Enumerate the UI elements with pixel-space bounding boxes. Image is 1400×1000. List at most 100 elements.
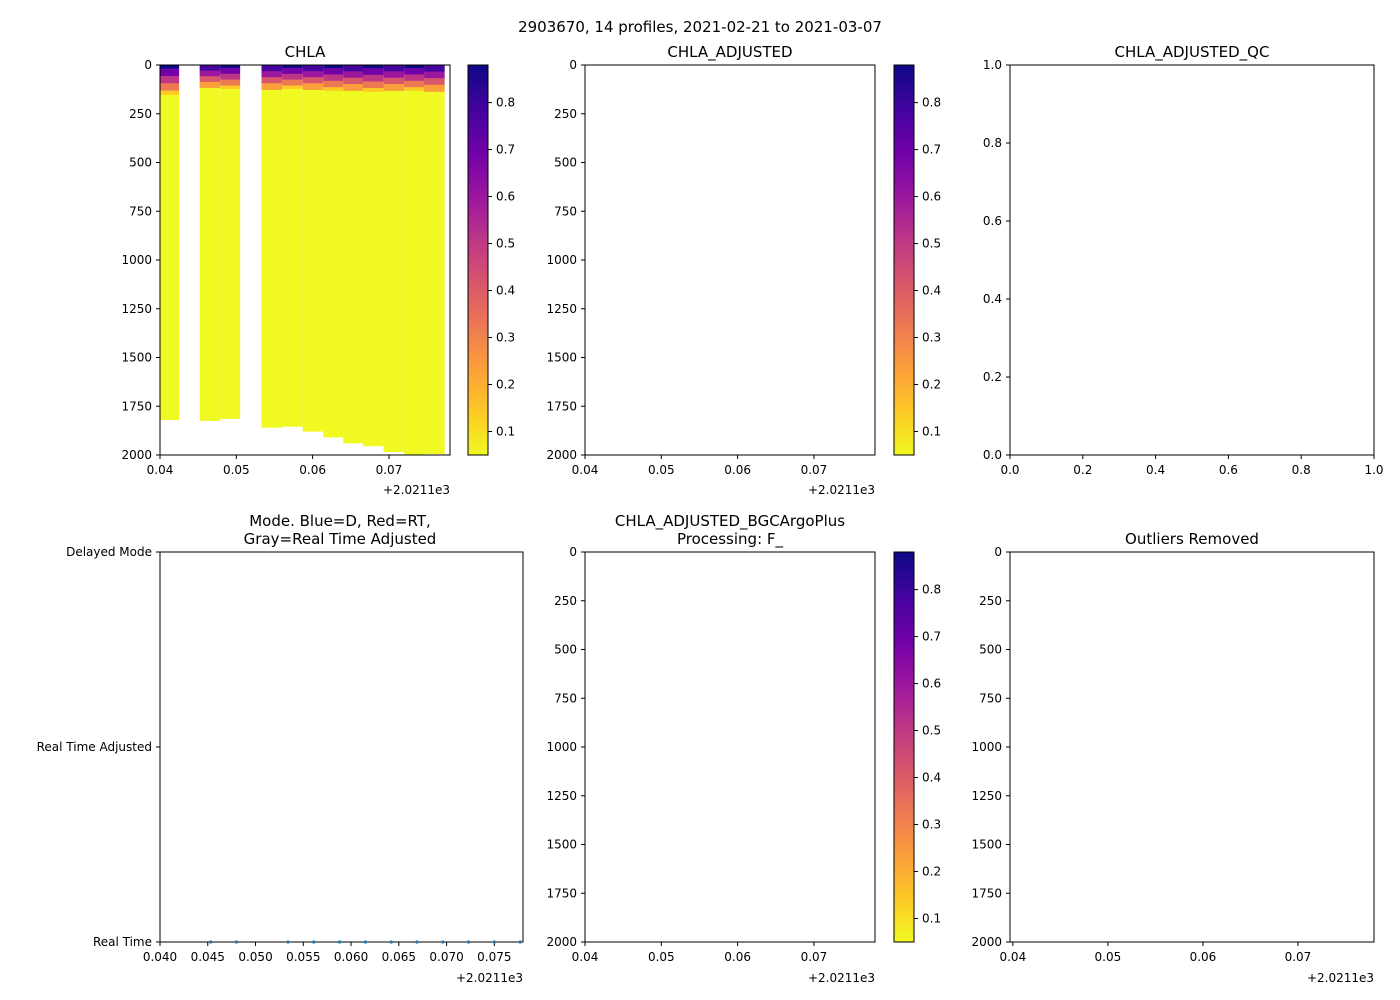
profile-surface-band xyxy=(424,81,445,86)
profile-surface-band xyxy=(199,70,221,74)
x-tick-label: 0.06 xyxy=(724,463,751,477)
x-tick-label: 1.0 xyxy=(1364,463,1383,477)
profile-surface-band xyxy=(220,76,241,81)
colorbar-tick-label: 0.3 xyxy=(496,331,515,345)
profile-body xyxy=(261,89,283,428)
profile-surface-band xyxy=(302,80,324,84)
y-category-label: Real Time Adjusted xyxy=(37,740,152,754)
profile-surface-band xyxy=(363,81,384,86)
x-tick-label: 0.4 xyxy=(1146,463,1165,477)
profile-surface-band xyxy=(363,88,384,92)
profile-surface-band xyxy=(199,81,221,86)
y-tick-label: 0.2 xyxy=(983,370,1002,384)
profile-surface-band xyxy=(261,77,283,81)
profile-surface-band xyxy=(323,68,344,72)
profile-surface-band xyxy=(302,65,324,69)
profile-surface-band xyxy=(302,83,324,87)
x-tick-label: 0.8 xyxy=(1292,463,1311,477)
profile-surface-band xyxy=(302,86,324,90)
panel-title-line-1: Mode. Blue=D, Red=RT, xyxy=(249,512,431,530)
profile-surface-band xyxy=(261,86,283,90)
profile-surface-band xyxy=(383,80,405,85)
profile-surface-band xyxy=(383,65,405,69)
profile-surface-band xyxy=(363,71,384,76)
colorbar-tick-label: 0.5 xyxy=(496,237,515,251)
x-tick-label: 0.06 xyxy=(724,950,751,964)
plot-area: 0.04 0.05 0.06 0.07 0 250 500 750 1000 1250 1500 17… xyxy=(546,58,876,477)
profile-surface-band xyxy=(302,77,324,81)
y-tick-label: 750 xyxy=(129,204,152,218)
profile-surface-band xyxy=(220,73,241,78)
profile-surface-band xyxy=(383,71,405,76)
panel-title: Outliers Removed xyxy=(1125,530,1259,548)
panel-title: CHLA_ADJUSTED_QC xyxy=(1115,43,1270,62)
y-tick-label: 2000 xyxy=(121,448,152,462)
y-tick-label: 250 xyxy=(554,594,577,608)
colorbar-tick-label: 0.2 xyxy=(922,865,941,879)
y-tick-label: 0.8 xyxy=(983,136,1002,150)
profile-body xyxy=(363,91,384,447)
profile-surface-band xyxy=(261,74,283,78)
profile-surface-band xyxy=(220,67,241,72)
panel-title-line-2: Gray=Real Time Adjusted xyxy=(244,530,437,548)
profile-surface-band xyxy=(160,75,180,81)
y-tick-label: 1250 xyxy=(121,302,152,316)
profile-surface-band xyxy=(383,77,405,82)
x-tick-label: 0.055 xyxy=(286,950,320,964)
profile-surface-band xyxy=(343,77,363,82)
profile-surface-band xyxy=(261,65,283,69)
y-tick-label: 0 xyxy=(569,545,577,559)
colorbar-tick-label: 0.8 xyxy=(496,96,515,110)
x-tick-label: 0.045 xyxy=(191,950,225,964)
profile-body xyxy=(343,90,363,444)
colorbar-tick-label: 0.6 xyxy=(922,677,941,691)
profile-surface-band xyxy=(282,85,303,89)
profile-surface-band xyxy=(343,80,363,85)
colorbar-tick-label: 0.4 xyxy=(496,284,515,298)
x-tick-label: 0.04 xyxy=(999,950,1026,964)
panel-outliers: Outliers Removed 0.04 0.05 0.06 0.07 0 250 500… xyxy=(971,530,1375,985)
mode-point xyxy=(466,940,471,944)
profile-surface-band xyxy=(383,84,405,88)
colorbar-tick-label: 0.5 xyxy=(922,724,941,738)
profile-surface-band xyxy=(323,74,344,79)
y-tick-label: 0.0 xyxy=(983,448,1002,462)
y-category-label: Delayed Mode xyxy=(66,545,152,559)
x-offset-label: +2.0211e3 xyxy=(456,971,523,985)
profile-surface-band xyxy=(383,68,405,72)
x-tick-label: 0.07 xyxy=(801,463,828,477)
profile-body xyxy=(282,88,303,427)
mode-point xyxy=(518,940,522,944)
profile-surface-band xyxy=(160,65,180,70)
colorbar-tick-label: 0.6 xyxy=(496,190,515,204)
y-tick-label: 250 xyxy=(554,107,577,121)
colorbar-tick-label: 0.7 xyxy=(922,143,941,157)
colorbar-tick-label: 0.8 xyxy=(922,583,941,597)
y-tick-label: 1500 xyxy=(546,838,577,852)
profile-surface-band xyxy=(282,65,303,69)
panel-title-line-2: Processing: F_ xyxy=(677,530,784,549)
profile-surface-band xyxy=(424,88,445,92)
profile-surface-band xyxy=(302,68,324,72)
y-tick-label: 0 xyxy=(994,545,1002,559)
profile-surface-band xyxy=(404,87,425,91)
profile-surface-band xyxy=(323,80,344,85)
y-tick-label: 1000 xyxy=(546,253,577,267)
x-offset-label: +2.0211e3 xyxy=(383,483,450,497)
plot-area: 0.04 0.05 0.06 0.07 0 250 500 750 1000 1250 1500 17… xyxy=(971,545,1375,964)
y-tick-label: 0.6 xyxy=(983,214,1002,228)
profile-surface-band xyxy=(343,87,363,91)
mode-point xyxy=(415,940,419,944)
axes-frame xyxy=(159,551,524,943)
mode-point xyxy=(234,940,239,944)
panel-chla-adjusted: CHLA_ADJUSTED 0.04 0.05 0.06 0.07 0 250 500 750… xyxy=(546,43,941,497)
profile-surface-band xyxy=(343,65,363,69)
profile-surface-band xyxy=(424,78,445,82)
y-tick-label: 500 xyxy=(979,643,1002,657)
profile-surface-band xyxy=(160,90,180,95)
colorbar-gradient xyxy=(893,551,915,943)
plot-area: 0.04 0.05 0.06 0.07 0 250 500 750 1000 1250 1500 17… xyxy=(121,58,451,477)
profile-surface-band xyxy=(199,65,221,69)
y-tick-label: 1750 xyxy=(546,886,577,900)
